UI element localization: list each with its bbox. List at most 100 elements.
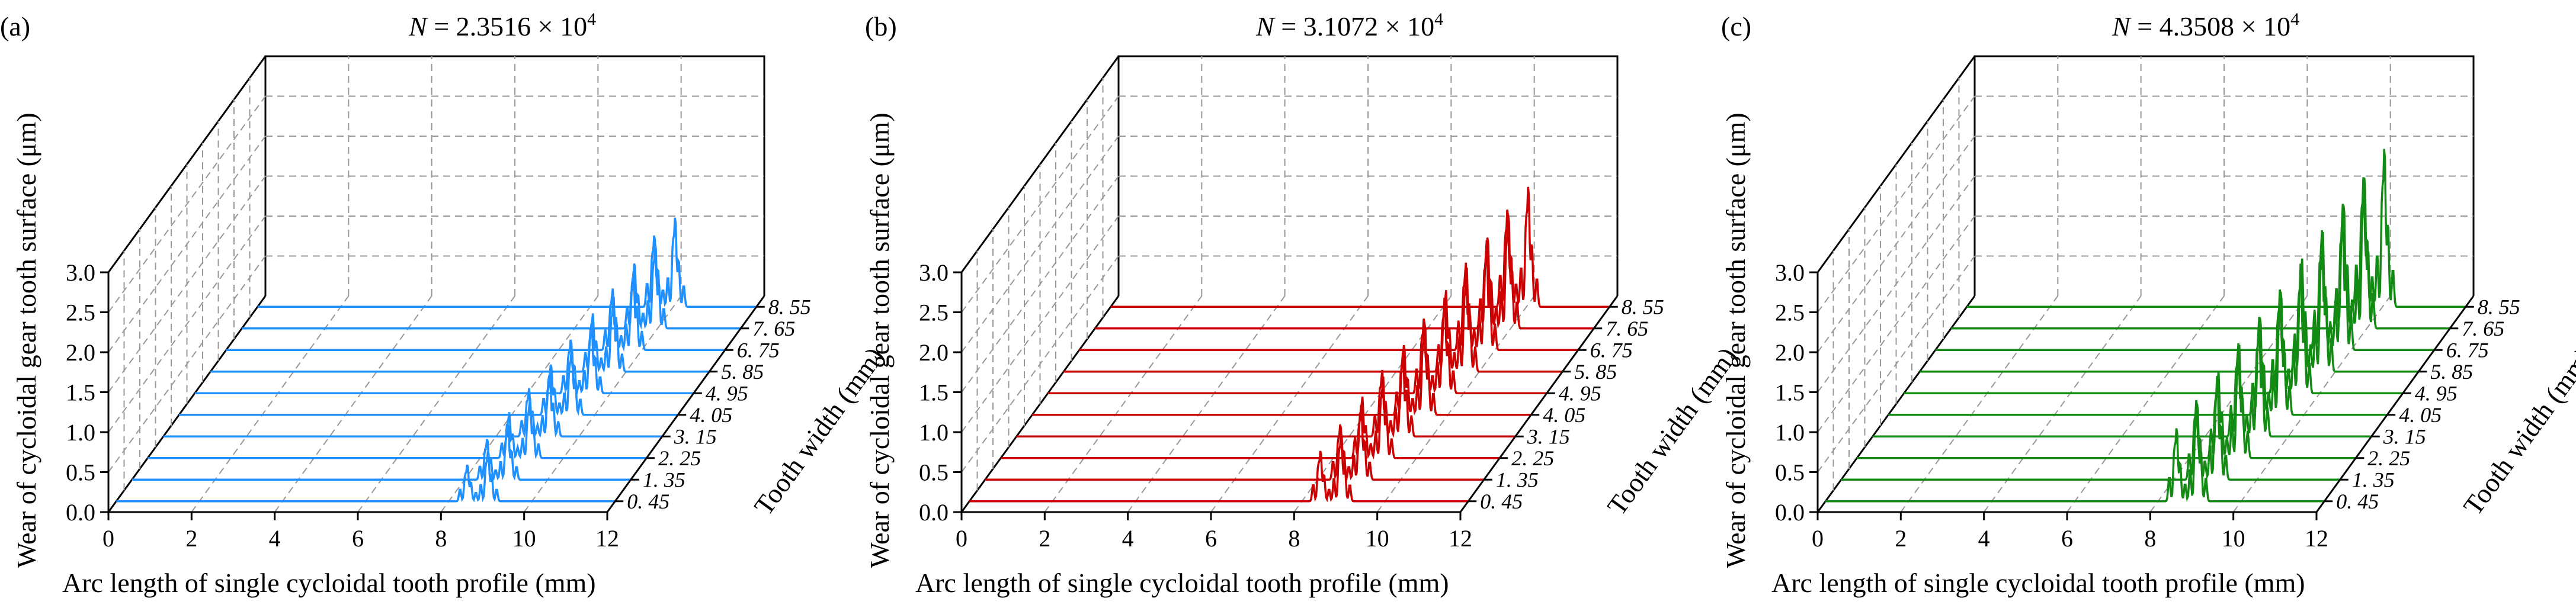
series-line-8-55	[1110, 186, 1610, 308]
x-tick-label: 6	[352, 525, 364, 552]
depth-tick-label: 4. 95	[2415, 381, 2458, 405]
depth-tick-label: 7. 65	[1606, 317, 1648, 340]
depth-tick-label: 4. 05	[690, 403, 732, 427]
depth-tick-label: 1. 35	[2352, 468, 2395, 491]
left-grid-line	[108, 215, 266, 433]
x-tick-label: 6	[2061, 525, 2073, 552]
title-variable: N	[1255, 11, 1276, 41]
z-tick-label: 1.5	[919, 379, 949, 406]
depth-tick-label: 4. 95	[1559, 381, 1601, 405]
depth-tick-label: 0. 45	[2336, 490, 2379, 513]
x-tick-label: 2	[185, 525, 197, 552]
depth-tick-label: 8. 55	[768, 295, 811, 318]
x-tick-label: 4	[1122, 525, 1134, 552]
floor-grid-line	[2232, 295, 2391, 513]
z-tick-label: 1.0	[66, 419, 95, 446]
grid	[960, 55, 1619, 513]
z-tick-label: 3.0	[919, 259, 949, 286]
panel-title: N = 4.3508 × 104	[2112, 9, 2299, 41]
grid	[107, 55, 765, 513]
depth-axis-line	[606, 295, 765, 513]
z-axis-title: Wear of cycloidal gear tooth surface (μm…	[864, 112, 895, 568]
left-grid-line	[1817, 95, 1975, 313]
z-tick-label: 2.0	[66, 339, 95, 366]
floor-grid-line	[1376, 295, 1535, 513]
series-group	[1825, 149, 2466, 503]
series-line-1-35	[132, 424, 631, 481]
z-tick-label: 0.5	[66, 459, 95, 486]
floor-grid-line	[2149, 295, 2308, 513]
floor-grid-line	[1044, 295, 1203, 513]
floor-grid-line	[1127, 295, 1286, 513]
series-line-8-55	[1966, 149, 2466, 308]
depth-tick-label: 6. 75	[1590, 338, 1633, 362]
x-tick-label: 4	[1978, 525, 1990, 552]
series-line-0-45	[1825, 404, 2325, 503]
floor-grid-line	[440, 295, 599, 513]
series-line-0-45	[116, 450, 616, 503]
title-variable: N	[408, 11, 428, 41]
series-line-7-65	[1095, 215, 1594, 330]
x-tick-label: 10	[1366, 525, 1389, 552]
depth-tick-label: 0. 45	[1480, 490, 1523, 513]
x-tick-label: 8	[2144, 525, 2156, 552]
z-tick-label: 0.0	[919, 499, 949, 526]
floor-grid-line	[2066, 295, 2225, 513]
z-tick-label: 2.0	[1775, 339, 1805, 366]
series-line-4-95	[194, 323, 694, 395]
depth-tick-label: 1. 35	[643, 468, 685, 491]
x-tick-label: 4	[269, 525, 281, 552]
axes: 0 2 4 6 8 10 12 0.0 0.5 1.0 1.5 2.0 2.5 3.0 0. 451. 35…	[864, 112, 1743, 598]
series-line-2-25	[148, 398, 647, 459]
left-grid-line	[1817, 215, 1975, 433]
depth-tick-label: 6. 75	[737, 338, 780, 362]
floor-grid-line	[1293, 295, 1452, 513]
z-tick-label: 2.5	[66, 300, 95, 326]
panel-b: (b) N = 3.1072 × 104 0 2 4 6 8 10 120.00.51.01…	[864, 9, 1743, 598]
floor-grid-line	[1210, 295, 1369, 513]
z-tick-label: 2.5	[1775, 300, 1805, 326]
x-tick-label: 0	[1812, 525, 1824, 552]
floor-grid-line	[523, 295, 682, 513]
depth-axis-line	[2315, 295, 2475, 513]
z-tick-label: 0.5	[919, 459, 949, 486]
series-line-0-45	[969, 432, 1469, 503]
depth-tick-label: 7. 65	[2462, 317, 2504, 340]
z-tick-label: 2.5	[919, 300, 949, 326]
series-line-6-75	[1935, 204, 2434, 352]
series-line-4-95	[1047, 297, 1547, 395]
series-line-6-75	[226, 271, 725, 352]
series-line-8-55	[257, 217, 757, 308]
x-tick-label: 8	[1288, 525, 1300, 552]
depth-tick-label: 8. 55	[1622, 295, 1664, 318]
series-line-3-15	[163, 373, 662, 438]
series-line-4-95	[1904, 263, 2403, 395]
title-exponent: 4	[1434, 9, 1443, 29]
x-tick-label: 0	[956, 525, 967, 552]
z-tick-label: 1.0	[1775, 419, 1805, 446]
depth-tick-label: 4. 05	[1543, 403, 1585, 427]
z-tick-label: 0.0	[66, 499, 95, 526]
depth-tick-label: 2. 25	[658, 446, 701, 470]
series-line-3-15	[1016, 349, 1516, 438]
series-group	[116, 217, 757, 503]
depth-axis-title: Tooth width (mm)	[2458, 342, 2576, 520]
depth-tick-label: 4. 95	[706, 381, 748, 405]
panel-a: (a) N = 2.3516 × 104 0 2 4 6 8 10 120.00.51.01…	[0, 9, 890, 598]
title-variable: N	[2112, 11, 2132, 41]
series-line-6-75	[1079, 240, 1578, 352]
depth-tick-label: 2. 25	[1511, 446, 1554, 470]
left-grid-line	[108, 95, 266, 313]
panel-title: N = 3.1072 × 104	[1255, 9, 1443, 41]
x-tick-label: 10	[2222, 525, 2245, 552]
x-tick-label: 0	[102, 525, 114, 552]
x-tick-label: 2	[1039, 525, 1050, 552]
z-tick-label: 0.0	[1775, 499, 1805, 526]
series-line-7-65	[242, 243, 741, 330]
x-tick-label: 12	[2305, 525, 2328, 552]
series-line-4-05	[179, 348, 678, 416]
axes: 0 2 4 6 8 10 12 0.0 0.5 1.0 1.5 2.0 2.5 3.0 0. 451. 35…	[11, 112, 890, 598]
x-tick-label: 10	[512, 525, 536, 552]
panel-label: (a)	[0, 11, 30, 41]
